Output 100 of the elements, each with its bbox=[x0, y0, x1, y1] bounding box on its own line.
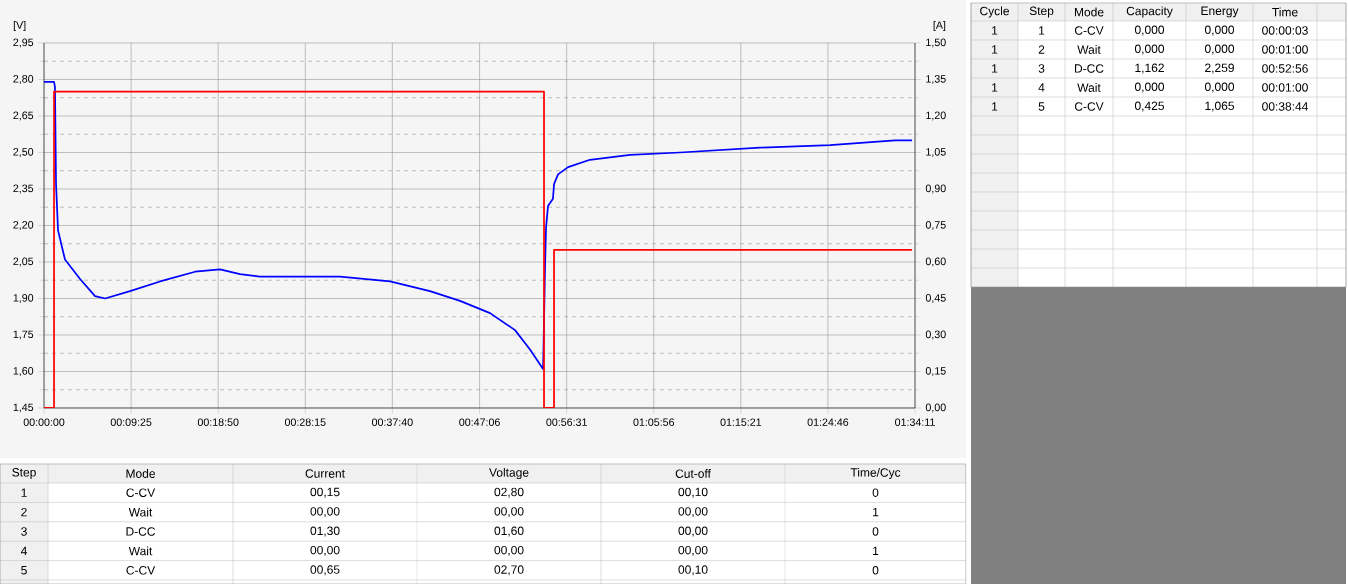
x-tick-label: 00:00:00 bbox=[23, 418, 65, 426]
y2-tick-label: 1,50 bbox=[926, 38, 946, 48]
x-tick-label: Mode bbox=[1074, 7, 1104, 17]
x-tick-label: 00:09:25 bbox=[110, 418, 152, 426]
y2-tick-label: 0,90 bbox=[925, 184, 946, 194]
y2-tick-label: 1,05 bbox=[926, 148, 946, 157]
y2-tick-label: 0,60 bbox=[925, 257, 946, 267]
y2-axis-title: [A] bbox=[933, 21, 946, 31]
text: 00:01:00 bbox=[1262, 45, 1308, 54]
y-tick-label: 2 bbox=[21, 507, 27, 517]
x-tick-label: Mode bbox=[126, 469, 155, 478]
text: 00,10 bbox=[678, 487, 708, 498]
y2-tick-label: 0,15 bbox=[925, 367, 946, 376]
x-tick-label: 00:37:40 bbox=[372, 418, 413, 426]
text: 1 bbox=[873, 507, 879, 517]
text: 01,60 bbox=[494, 526, 524, 537]
y2-tick-label: 0,75 bbox=[925, 221, 946, 230]
y2-tick-label: 1,35 bbox=[926, 75, 946, 84]
text: 00,00 bbox=[310, 545, 340, 556]
y-tick-label: 2,05 bbox=[13, 257, 34, 267]
text: 02,80 bbox=[494, 487, 524, 498]
text: 00:38:44 bbox=[1262, 102, 1308, 111]
y-tick-label: 2,95 bbox=[13, 38, 34, 48]
y-axis-title: [V] bbox=[13, 21, 26, 31]
x-tick-label: 00:56:31 bbox=[546, 418, 587, 426]
x-tick-label: Time bbox=[1272, 7, 1298, 17]
y-axis-title: Step bbox=[1029, 6, 1054, 18]
y-tick-label: 5 bbox=[1038, 102, 1045, 111]
text: 02,70 bbox=[494, 565, 524, 576]
x-tick-label: 01:24:46 bbox=[807, 418, 849, 426]
y-tick-label: 2,65 bbox=[13, 111, 34, 121]
x-tick-label: 01:15:21 bbox=[720, 418, 762, 426]
text: 0 bbox=[872, 566, 879, 575]
y-tick-label: 1,60 bbox=[13, 367, 34, 376]
x-tick-label: 00:28:15 bbox=[284, 418, 326, 426]
x-tick-label: Current bbox=[305, 469, 345, 478]
x-tick-label: 01:05:56 bbox=[633, 418, 675, 426]
text: 0 bbox=[872, 488, 879, 497]
y-tick-label: 1 bbox=[21, 488, 27, 497]
text: Wait bbox=[1077, 83, 1101, 92]
text: 0,425 bbox=[1134, 101, 1165, 112]
x-tick-label: 00:18:50 bbox=[197, 418, 239, 426]
text: C-CV bbox=[126, 488, 156, 497]
text: 0,000 bbox=[1134, 82, 1165, 93]
y2-tick-label: 0,30 bbox=[925, 330, 946, 340]
text: C-CV bbox=[126, 566, 156, 575]
text: 1,065 bbox=[1205, 101, 1235, 112]
y-tick-label: 3 bbox=[1038, 64, 1045, 73]
text: 00,15 bbox=[310, 487, 340, 498]
text: D-CC bbox=[1074, 64, 1104, 73]
x-tick-label: Capacity bbox=[1126, 6, 1173, 18]
text: 0,000 bbox=[1134, 25, 1165, 36]
x-tick-label: Voltage bbox=[489, 467, 529, 480]
y-tick-label: 2,35 bbox=[13, 184, 34, 194]
text: 1 bbox=[992, 64, 998, 73]
text: 1 bbox=[992, 26, 998, 35]
x-tick-label: Cycle bbox=[980, 6, 1009, 18]
text: 00,00 bbox=[494, 507, 524, 518]
x-tick-label: Cut-off bbox=[675, 469, 711, 478]
text: C-CV bbox=[1074, 26, 1104, 35]
y-tick-label: 5 bbox=[21, 566, 27, 575]
text: 0,000 bbox=[1204, 44, 1235, 55]
text: 00,10 bbox=[678, 565, 708, 576]
y2-tick-label: 1,20 bbox=[926, 111, 946, 121]
y-tick-label: 3 bbox=[21, 527, 27, 536]
text: 1 bbox=[873, 546, 879, 556]
text: 00,00 bbox=[494, 545, 524, 556]
text: 00,00 bbox=[678, 526, 708, 537]
y-tick-label: 2,50 bbox=[13, 148, 34, 157]
text: 0,000 bbox=[1204, 82, 1235, 93]
text: 00,00 bbox=[678, 545, 708, 556]
text: 0 bbox=[872, 527, 879, 536]
y-tick-label: 2 bbox=[1038, 45, 1045, 54]
y2-tick-label: 0,00 bbox=[925, 403, 946, 413]
text: 0,000 bbox=[1134, 44, 1165, 55]
text: 00:01:00 bbox=[1262, 83, 1308, 92]
x-tick-label: Time/Cyc bbox=[850, 467, 901, 480]
text: 00:52:56 bbox=[1262, 64, 1308, 73]
y-tick-label: 1,75 bbox=[13, 330, 34, 340]
text: 00,00 bbox=[678, 507, 708, 518]
text: 00,00 bbox=[310, 507, 340, 518]
text: Wait bbox=[1077, 45, 1101, 54]
x-tick-label: 00:47:06 bbox=[459, 418, 500, 426]
text: 2,259 bbox=[1205, 63, 1234, 74]
text: 00:00:03 bbox=[1262, 26, 1308, 35]
y-tick-label: 1,90 bbox=[13, 294, 34, 303]
text: 00,65 bbox=[310, 565, 340, 576]
y-tick-label: 2,20 bbox=[13, 221, 34, 230]
x-tick-label: 01:34:11 bbox=[895, 418, 935, 426]
y-tick-label: 2,80 bbox=[13, 75, 34, 84]
text: D-CC bbox=[126, 527, 156, 536]
y-tick-label: 1,45 bbox=[13, 403, 34, 413]
y2-tick-label: 0,45 bbox=[925, 294, 946, 303]
y-tick-label: 4 bbox=[20, 546, 27, 556]
text: 0,000 bbox=[1204, 25, 1235, 36]
text: 1 bbox=[992, 102, 998, 111]
text: 1,162 bbox=[1135, 63, 1164, 74]
y-tick-label: 1 bbox=[1039, 26, 1045, 35]
x-tick-label: Energy bbox=[1201, 6, 1239, 18]
text: 01,30 bbox=[310, 526, 340, 537]
